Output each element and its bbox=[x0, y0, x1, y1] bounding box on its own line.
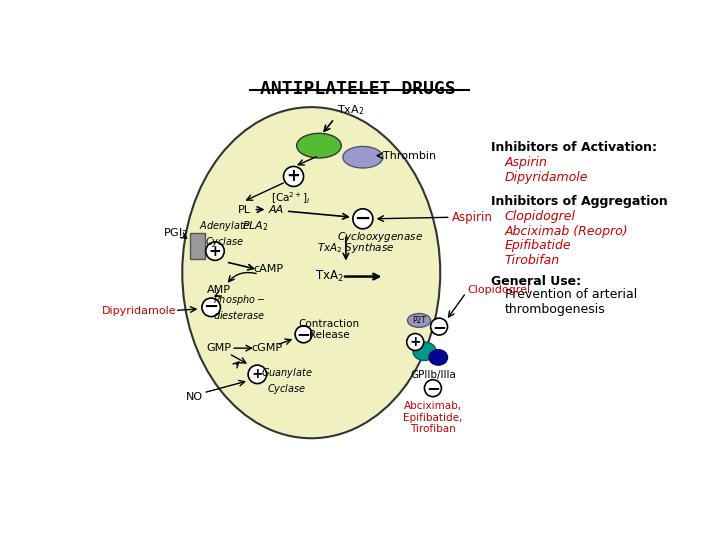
Ellipse shape bbox=[297, 133, 341, 158]
Ellipse shape bbox=[408, 314, 431, 327]
Circle shape bbox=[295, 326, 312, 343]
Text: $\it{Adenylate}$
$\it{Cyclase}$: $\it{Adenylate}$ $\it{Cyclase}$ bbox=[199, 219, 250, 249]
Text: −: − bbox=[297, 325, 310, 343]
Text: NO: NO bbox=[186, 393, 203, 402]
Text: AMP: AMP bbox=[207, 285, 231, 295]
Ellipse shape bbox=[429, 350, 448, 365]
Text: Dipyridamole: Dipyridamole bbox=[505, 171, 588, 184]
Text: $\it{Guanylate}$
$\it{Cyclase}$: $\it{Guanylate}$ $\it{Cyclase}$ bbox=[261, 366, 312, 395]
Text: Tirobifan: Tirobifan bbox=[505, 254, 559, 267]
Text: GMP: GMP bbox=[207, 343, 231, 353]
Text: Inhibitors of Activation:: Inhibitors of Activation: bbox=[490, 141, 657, 154]
Text: $\it{Phospho-}$
$\it{diesterase}$: $\it{Phospho-}$ $\it{diesterase}$ bbox=[213, 293, 266, 321]
Text: Clopidogrel: Clopidogrel bbox=[467, 285, 531, 295]
Text: PL: PL bbox=[238, 205, 251, 214]
Text: Abciximab (Reopro): Abciximab (Reopro) bbox=[505, 225, 628, 238]
Text: +: + bbox=[410, 335, 421, 349]
Text: +: + bbox=[251, 367, 264, 381]
Text: +: + bbox=[287, 167, 300, 185]
Text: General Use:: General Use: bbox=[490, 275, 581, 288]
Ellipse shape bbox=[343, 146, 383, 168]
Ellipse shape bbox=[413, 342, 436, 361]
Text: Clopidogrel: Clopidogrel bbox=[505, 210, 575, 223]
Text: $\it{TxA_2}$ $\it{Synthase}$: $\it{TxA_2}$ $\it{Synthase}$ bbox=[318, 241, 395, 255]
Text: [Ca$^{2+}$]$_i$: [Ca$^{2+}$]$_i$ bbox=[271, 190, 310, 206]
Text: Aspirin: Aspirin bbox=[505, 156, 547, 169]
Text: −: − bbox=[432, 318, 446, 335]
Text: AA: AA bbox=[269, 205, 284, 214]
Text: −: − bbox=[355, 210, 371, 228]
Ellipse shape bbox=[182, 107, 440, 438]
Text: $\it{PLA_2}$: $\it{PLA_2}$ bbox=[243, 219, 269, 233]
Bar bbox=[189, 233, 205, 259]
Text: Dipyridamole: Dipyridamole bbox=[102, 306, 177, 316]
Text: Epifibatide: Epifibatide bbox=[505, 239, 571, 252]
Circle shape bbox=[248, 365, 266, 383]
Text: Prevention of arterial
thrombogenesis: Prevention of arterial thrombogenesis bbox=[505, 288, 636, 316]
Text: +: + bbox=[209, 244, 221, 259]
Circle shape bbox=[425, 380, 441, 397]
Circle shape bbox=[431, 318, 448, 335]
Text: cAMP: cAMP bbox=[254, 264, 284, 274]
Circle shape bbox=[202, 298, 220, 316]
Circle shape bbox=[353, 209, 373, 229]
Text: Inhibitors of Aggregation: Inhibitors of Aggregation bbox=[490, 195, 667, 208]
Text: PGI$_2$: PGI$_2$ bbox=[163, 226, 187, 240]
Text: Contraction
Release: Contraction Release bbox=[298, 319, 359, 341]
Text: ANTIPLATELET DRUGS: ANTIPLATELET DRUGS bbox=[260, 80, 455, 98]
Text: cGMP: cGMP bbox=[252, 343, 283, 353]
Circle shape bbox=[407, 334, 423, 350]
Circle shape bbox=[284, 166, 304, 186]
Text: GPIIb/IIIa: GPIIb/IIIa bbox=[410, 370, 456, 381]
Text: $\it{Cyclooxygenase}$: $\it{Cyclooxygenase}$ bbox=[338, 230, 423, 244]
Text: TxA$_2$: TxA$_2$ bbox=[337, 103, 364, 117]
Text: P2T: P2T bbox=[412, 316, 426, 325]
Text: Aspirin: Aspirin bbox=[452, 211, 493, 224]
Text: Abciximab,
Epifibatide,
Tirofiban: Abciximab, Epifibatide, Tirofiban bbox=[403, 401, 462, 435]
Text: Thrombin: Thrombin bbox=[383, 151, 436, 161]
Text: −: − bbox=[204, 298, 219, 316]
Circle shape bbox=[206, 242, 224, 260]
Text: TxA$_2$: TxA$_2$ bbox=[315, 269, 343, 284]
Text: −: − bbox=[426, 379, 440, 397]
